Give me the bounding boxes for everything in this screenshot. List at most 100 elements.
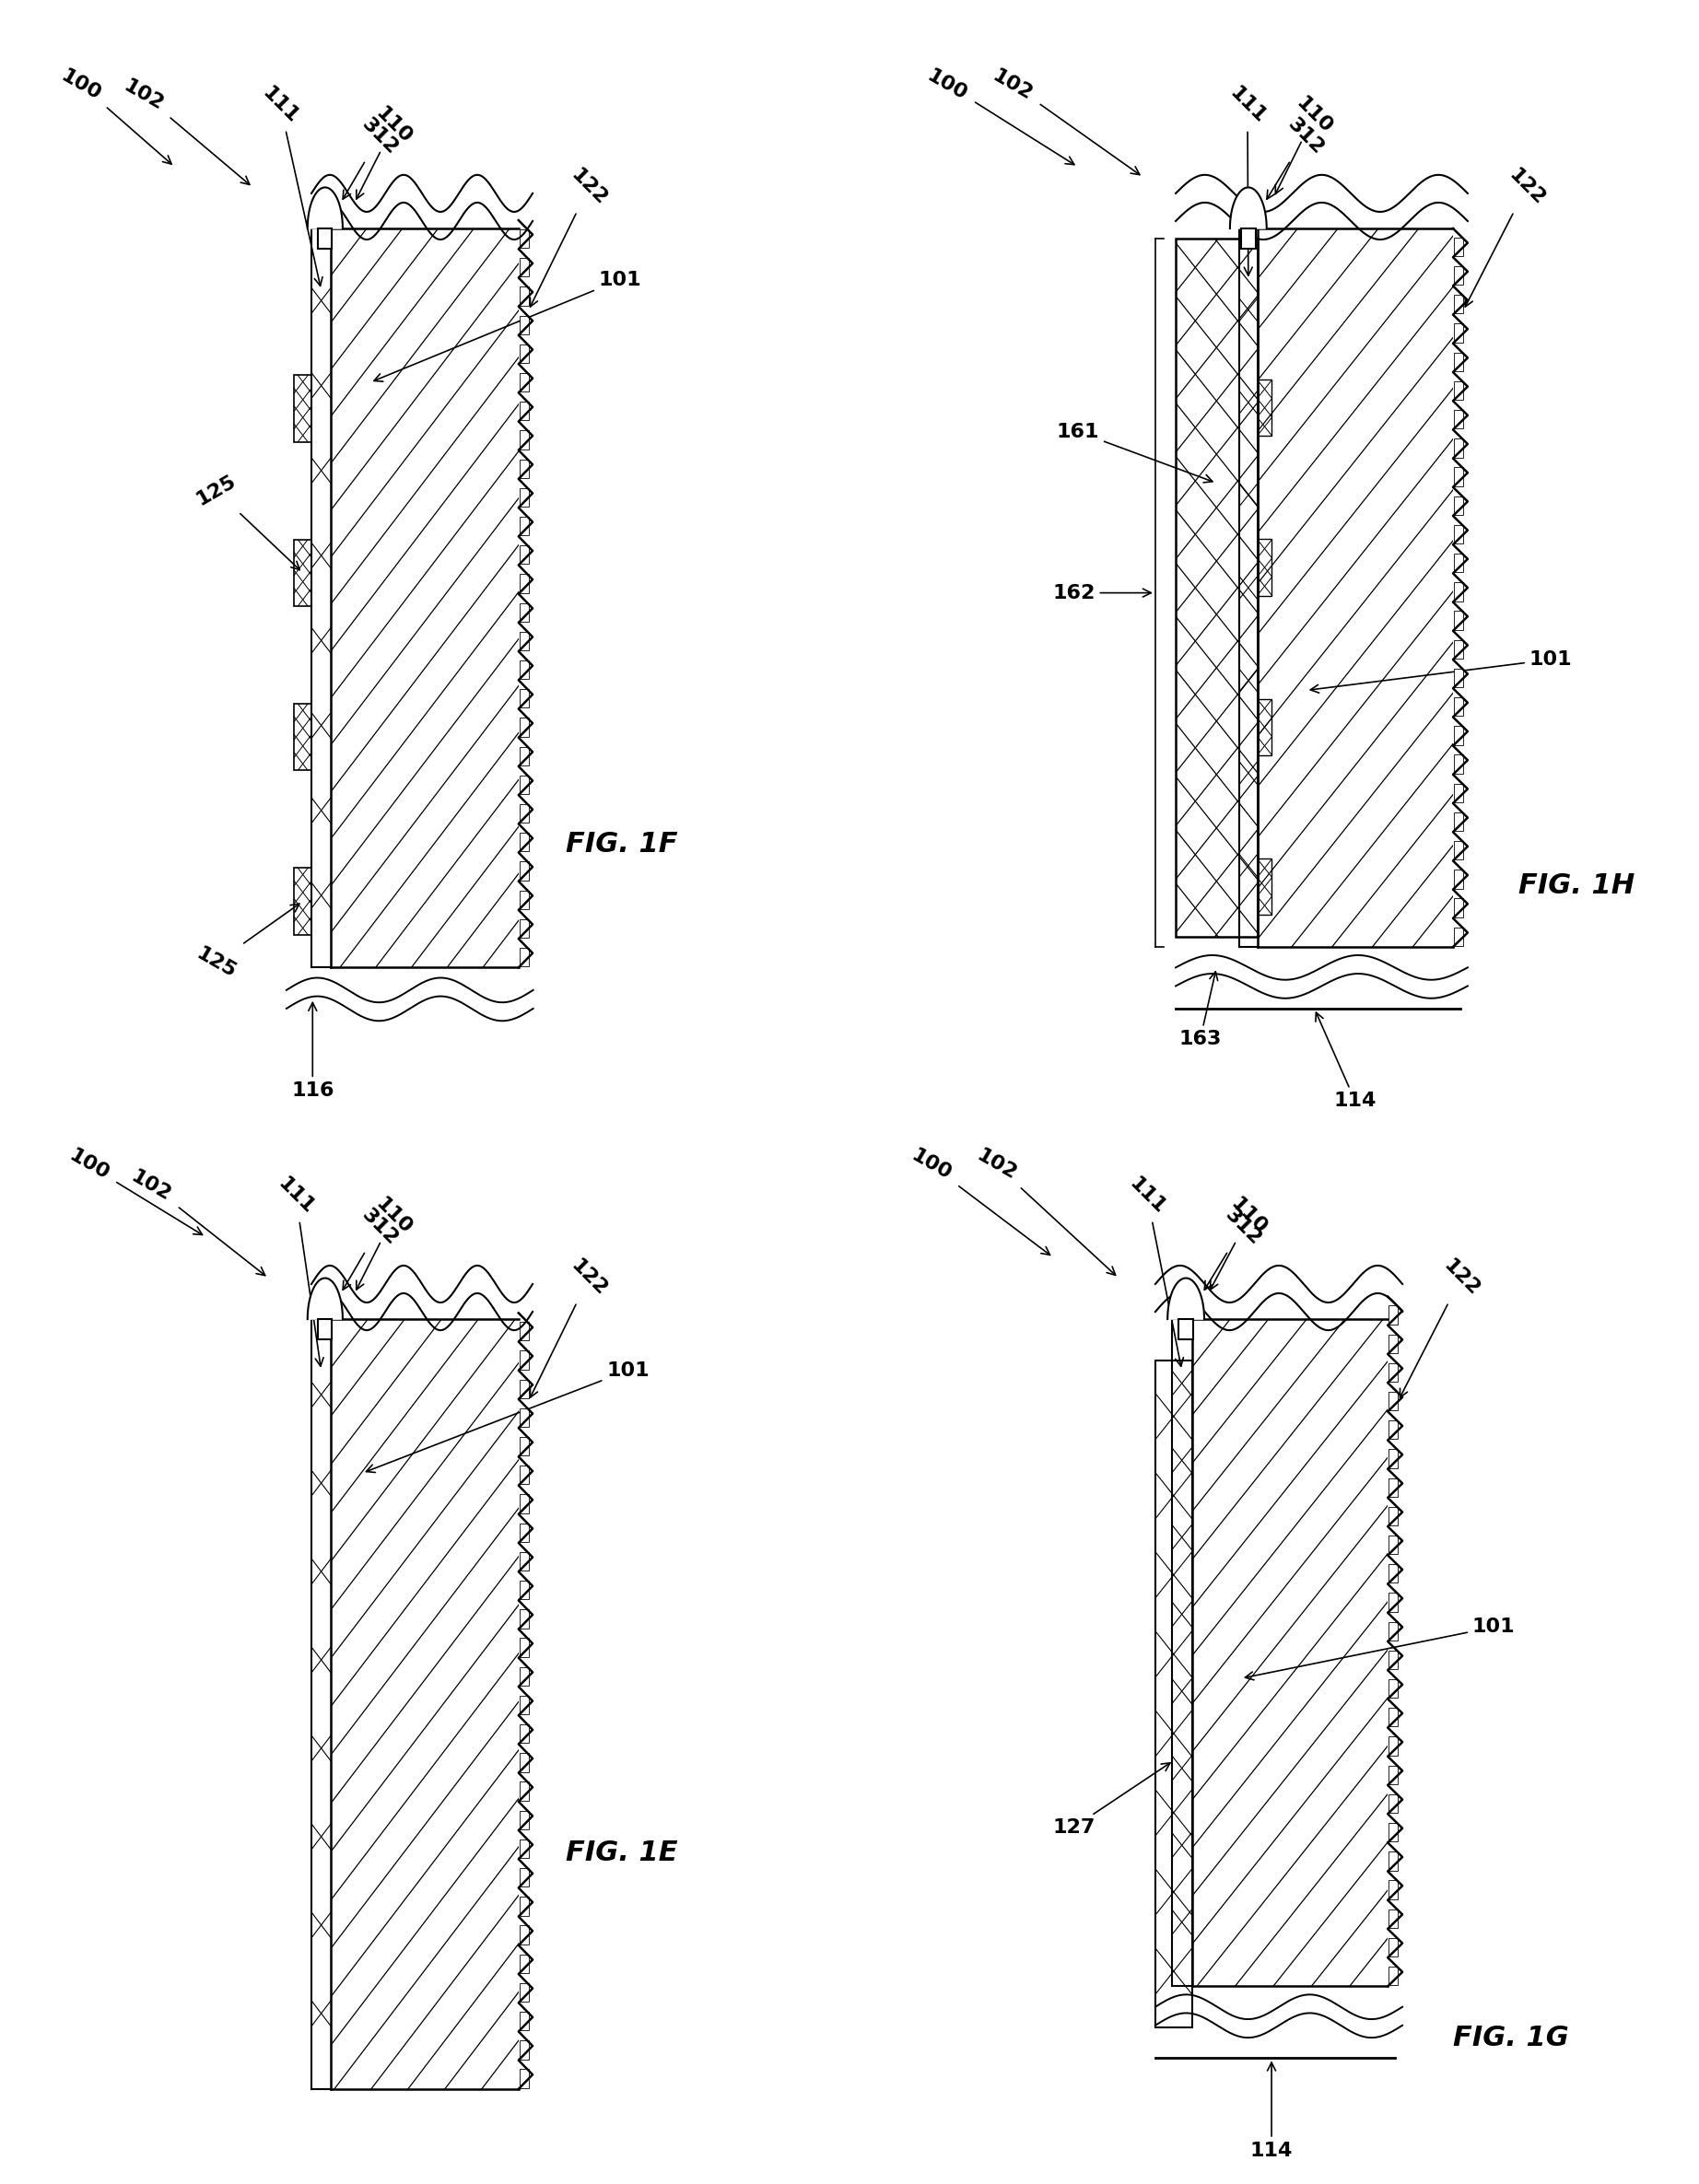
Bar [520, 1350, 528, 1369]
Bar [520, 402, 528, 419]
Bar [520, 775, 528, 795]
Bar [1179, 1319, 1193, 1339]
Text: 163: 163 [1179, 972, 1222, 1048]
Bar [1240, 229, 1256, 249]
Bar [1388, 1306, 1398, 1324]
Bar [1454, 869, 1463, 889]
Text: FIG. 1E: FIG. 1E [566, 1839, 678, 1867]
Bar [294, 703, 311, 771]
Bar [520, 2011, 528, 2031]
Bar [1454, 266, 1463, 284]
Bar [1388, 1450, 1398, 1468]
Bar [520, 1465, 528, 1485]
Bar [1454, 612, 1463, 629]
Text: 102: 102 [974, 1147, 1116, 1275]
Text: 162: 162 [1052, 583, 1150, 603]
Bar [520, 345, 528, 363]
Bar [1388, 1535, 1398, 1555]
Bar [1388, 1824, 1398, 1841]
Bar [1257, 380, 1273, 437]
Text: 100: 100 [58, 66, 172, 164]
Bar [520, 1553, 528, 1570]
Bar [520, 1782, 528, 1800]
Text: 161: 161 [1057, 422, 1213, 483]
Bar [520, 314, 528, 334]
Text: 102: 102 [121, 76, 250, 186]
Bar [520, 1409, 528, 1426]
Bar [520, 1522, 528, 1542]
Bar [520, 603, 528, 622]
Bar [1454, 352, 1463, 371]
Bar [520, 1754, 528, 1771]
Text: 110: 110 [357, 105, 415, 199]
Bar [1454, 697, 1463, 716]
Bar [520, 660, 528, 679]
Text: 102: 102 [989, 66, 1140, 175]
Bar [520, 1610, 528, 1627]
Bar [520, 1494, 528, 1514]
Bar [520, 860, 528, 880]
Text: FIG. 1F: FIG. 1F [566, 830, 678, 858]
Bar [1454, 238, 1463, 256]
Text: 101: 101 [374, 271, 642, 382]
Bar [520, 546, 528, 563]
Bar [1454, 583, 1463, 601]
Bar [318, 229, 331, 249]
Bar [1454, 553, 1463, 572]
Text: 114: 114 [1315, 1013, 1376, 1109]
Bar [1388, 1479, 1398, 1496]
Polygon shape [308, 188, 343, 229]
Bar [520, 948, 528, 968]
Bar [520, 373, 528, 391]
Bar [1388, 1592, 1398, 1612]
Text: FIG. 1G: FIG. 1G [1453, 2025, 1568, 2051]
Text: 127: 127 [1052, 1762, 1171, 1837]
Bar [1388, 1736, 1398, 1756]
Bar [318, 1319, 331, 1339]
Bar [520, 1898, 528, 1915]
Bar [520, 747, 528, 764]
Bar [520, 1811, 528, 1830]
Bar [520, 2068, 528, 2088]
Bar [1257, 858, 1273, 915]
Text: 110: 110 [1210, 1195, 1271, 1291]
Text: 100: 100 [924, 66, 1074, 164]
Bar [1454, 812, 1463, 830]
Bar [520, 832, 528, 852]
Bar [1454, 841, 1463, 860]
Bar [520, 1926, 528, 1944]
Text: 111: 111 [274, 1175, 323, 1367]
Bar [1388, 1852, 1398, 1870]
Text: 122: 122 [530, 166, 610, 306]
Bar [1388, 1391, 1398, 1411]
Text: 312: 312 [1267, 114, 1327, 199]
Text: 101: 101 [367, 1361, 649, 1472]
Bar [1388, 1937, 1398, 1957]
Text: 312: 312 [1205, 1206, 1264, 1291]
Text: 122: 122 [530, 1256, 610, 1398]
Bar [520, 1638, 528, 1658]
Bar [520, 1380, 528, 1398]
Bar [520, 286, 528, 306]
Bar [520, 1437, 528, 1457]
Bar [520, 690, 528, 708]
Text: 111: 111 [1125, 1175, 1184, 1367]
Bar [520, 1695, 528, 1714]
Bar [1388, 1334, 1398, 1354]
Bar [1454, 784, 1463, 802]
Text: 111: 111 [1225, 83, 1269, 275]
Bar [1454, 496, 1463, 515]
Text: 312: 312 [343, 114, 401, 199]
Text: 101: 101 [1310, 651, 1572, 692]
Bar [520, 459, 528, 478]
Polygon shape [1230, 188, 1267, 229]
Bar [1388, 1363, 1398, 1382]
Bar [1388, 1909, 1398, 1928]
Bar [520, 1839, 528, 1859]
Bar [520, 574, 528, 592]
Bar [1454, 756, 1463, 773]
Bar [1454, 323, 1463, 343]
Bar [520, 631, 528, 651]
Text: 100: 100 [66, 1147, 202, 1234]
Bar [1388, 1795, 1398, 1813]
